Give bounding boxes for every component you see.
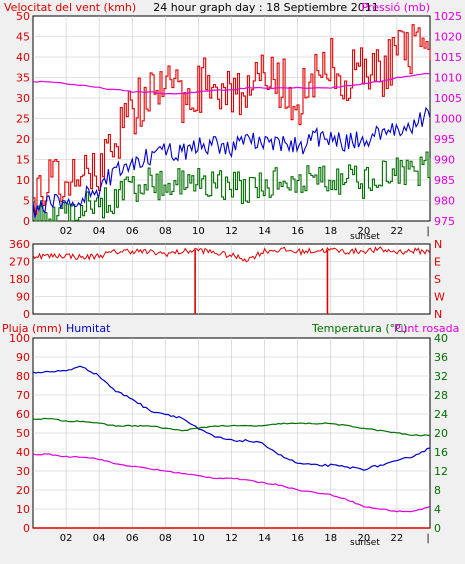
- x-tick-label: 14: [258, 226, 271, 237]
- y-tick-left: 0: [23, 308, 30, 321]
- y-tick-left: 5: [23, 195, 30, 208]
- y-tick-left: 360: [9, 238, 30, 251]
- y-tick-right: 20: [434, 427, 448, 440]
- wind-min-line: [33, 151, 431, 222]
- y-tick-left: 20: [16, 133, 30, 146]
- y-tick-left: 10: [16, 503, 30, 516]
- y-tick-right: 8: [434, 484, 441, 497]
- rain-axis-title: Pluja (mm): [2, 322, 62, 335]
- y-tick-left: 90: [16, 291, 30, 304]
- chart-title: 24 hour graph day : 18 Septiembre 2011: [153, 1, 378, 14]
- y-tick-left: 40: [16, 446, 30, 459]
- y-tick-right: S: [434, 273, 441, 286]
- y-tick-right: 32: [434, 370, 448, 383]
- y-tick-right: 36: [434, 351, 448, 364]
- y-tick-left: 100: [9, 332, 30, 345]
- x-tick-label: 20: [357, 226, 370, 237]
- dewpoint-legend: Punt rosada: [394, 322, 459, 335]
- y-tick-left: 30: [16, 92, 30, 105]
- y-tick-left: 80: [16, 370, 30, 383]
- y-tick-right: 1015: [434, 51, 462, 64]
- temperature-line: [32, 417, 431, 437]
- y-tick-right: 24: [434, 408, 448, 421]
- y-tick-left: 40: [16, 51, 30, 64]
- wind-axis-title: Velocitat del vent (kmh): [4, 1, 136, 14]
- x-tick-end: |: [426, 226, 429, 237]
- y-tick-left: 50: [16, 10, 30, 23]
- x-tick-label: 06: [126, 533, 139, 544]
- y-tick-left: 180: [9, 273, 30, 286]
- y-tick-right: 40: [434, 332, 448, 345]
- y-tick-right: 16: [434, 446, 448, 459]
- y-tick-right: 985: [434, 174, 455, 187]
- wind-average-line: [32, 106, 431, 219]
- x-tick-label: 20: [357, 533, 370, 544]
- y-tick-left: 25: [16, 113, 30, 126]
- x-tick-label: 10: [192, 226, 205, 237]
- x-tick-label: 12: [225, 533, 238, 544]
- y-tick-left: 30: [16, 465, 30, 478]
- y-tick-left: 0: [23, 215, 30, 228]
- y-tick-left: 90: [16, 351, 30, 364]
- y-tick-right: 975: [434, 215, 455, 228]
- sunset-label-2: sunset: [350, 538, 380, 548]
- y-tick-left: 15: [16, 154, 30, 167]
- y-tick-right: 28: [434, 389, 448, 402]
- pressure-line: [32, 72, 431, 95]
- y-tick-right: 0: [434, 522, 441, 535]
- y-tick-right: W: [434, 291, 445, 304]
- y-tick-left: 50: [16, 427, 30, 440]
- x-tick-label: 14: [258, 533, 271, 544]
- y-tick-left: 10: [16, 174, 30, 187]
- x-tick-label: 08: [159, 226, 172, 237]
- y-tick-left: 70: [16, 389, 30, 402]
- x-tick-label: 04: [93, 226, 106, 237]
- y-tick-right: 4: [434, 503, 441, 516]
- x-tick-label: 22: [391, 533, 404, 544]
- x-tick-label: 18: [324, 533, 337, 544]
- x-tick-label: 12: [225, 226, 238, 237]
- y-tick-right: 1020: [434, 31, 462, 44]
- x-tick-label: 08: [159, 533, 172, 544]
- y-tick-right: N: [434, 308, 442, 321]
- x-tick-label: 02: [60, 533, 73, 544]
- wind-direction-line: [32, 246, 431, 263]
- y-tick-right: 1000: [434, 113, 462, 126]
- x-tick-label: 22: [391, 226, 404, 237]
- y-tick-left: 45: [16, 31, 30, 44]
- y-tick-right: 1025: [434, 10, 462, 23]
- y-tick-left: 60: [16, 408, 30, 421]
- y-tick-right: 12: [434, 465, 448, 478]
- y-tick-right: 980: [434, 195, 455, 208]
- y-tick-left: 270: [9, 256, 30, 269]
- x-tick-end: |: [426, 533, 429, 544]
- temperature-legend: Temperatura (°C): [311, 322, 407, 335]
- y-tick-right: 995: [434, 133, 455, 146]
- humidity-legend: Humitat: [66, 322, 111, 335]
- sunset-label-1: sunset: [350, 232, 380, 242]
- y-tick-right: 1010: [434, 72, 462, 85]
- y-tick-left: 35: [16, 72, 30, 85]
- x-tick-label: 04: [93, 533, 106, 544]
- x-tick-label: 18: [324, 226, 337, 237]
- y-tick-right: 1005: [434, 92, 462, 105]
- humidity-line: [32, 365, 431, 471]
- x-tick-label: 16: [291, 533, 304, 544]
- y-tick-left: 0: [23, 522, 30, 535]
- y-tick-right: 990: [434, 154, 455, 167]
- y-tick-right: E: [434, 256, 441, 269]
- x-tick-label: 02: [60, 226, 73, 237]
- x-tick-label: 16: [291, 226, 304, 237]
- dewpoint-line: [32, 453, 431, 513]
- x-tick-label: 10: [192, 533, 205, 544]
- y-tick-left: 20: [16, 484, 30, 497]
- x-tick-label: 06: [126, 226, 139, 237]
- y-tick-right: N: [434, 238, 442, 251]
- pressure-axis-title: Pressió (mb): [361, 1, 430, 14]
